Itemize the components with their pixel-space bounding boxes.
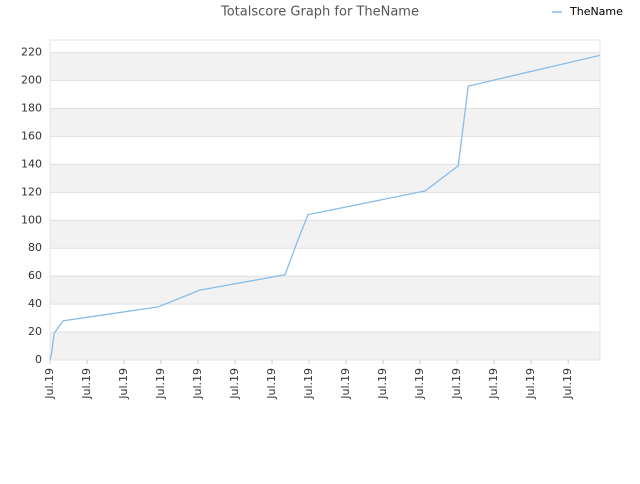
x-tick-label: Jul.19 xyxy=(376,368,389,400)
x-tick-label: Jul.19 xyxy=(191,368,204,400)
x-tick-label: Jul.19 xyxy=(265,368,278,400)
x-tick-label: Jul.19 xyxy=(450,368,463,400)
y-tick-label: 180 xyxy=(21,101,42,114)
x-tick-label: Jul.19 xyxy=(43,368,56,400)
plot-border xyxy=(49,39,601,361)
grid-band xyxy=(50,220,600,249)
y-tick-label: 140 xyxy=(21,157,42,170)
grid-band xyxy=(50,332,600,360)
x-tick-label: Jul.19 xyxy=(80,368,93,400)
y-tick-label: 220 xyxy=(21,46,42,59)
y-tick-label: 160 xyxy=(21,129,42,142)
y-tick-label: 120 xyxy=(21,185,42,198)
grid-band xyxy=(50,52,600,81)
x-tick-label: Jul.19 xyxy=(302,368,315,400)
series-line xyxy=(49,54,601,361)
y-tick-label: 200 xyxy=(21,74,42,87)
grid-band xyxy=(50,108,600,137)
y-tick-label: 80 xyxy=(28,241,42,254)
x-tick-label: Jul.19 xyxy=(228,368,241,400)
grid-band xyxy=(50,164,600,193)
y-tick-label: 40 xyxy=(28,297,42,310)
grid-band xyxy=(50,40,600,53)
grid-band xyxy=(50,80,600,109)
y-tick-label: 0 xyxy=(35,353,42,366)
grid-band xyxy=(50,136,600,165)
x-tick-label: Jul.19 xyxy=(561,368,574,400)
grid-band xyxy=(50,276,600,305)
grid-band xyxy=(50,192,600,221)
grid-band xyxy=(50,304,600,333)
y-tick-label: 60 xyxy=(28,269,42,282)
x-tick-label: Jul.19 xyxy=(524,368,537,400)
x-tick-label: Jul.19 xyxy=(339,368,352,400)
x-tick-label: Jul.19 xyxy=(487,368,500,400)
legend-label: TheName xyxy=(569,5,623,18)
chart-title: Totalscore Graph for TheName xyxy=(220,5,419,20)
x-tick-label: Jul.19 xyxy=(413,368,426,400)
y-tick-label: 100 xyxy=(21,213,42,226)
x-tick-label: Jul.19 xyxy=(154,368,167,400)
y-tick-label: 20 xyxy=(28,325,42,338)
x-tick-label: Jul.19 xyxy=(117,368,130,400)
grid-band xyxy=(50,248,600,277)
